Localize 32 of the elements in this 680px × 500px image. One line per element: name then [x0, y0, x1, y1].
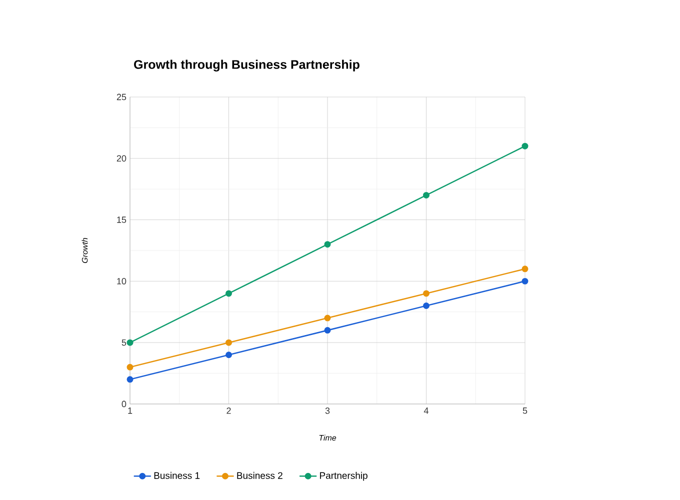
y-tick-label: 5 [122, 339, 126, 346]
point [126, 339, 134, 346]
x-tick-label: 5 [522, 408, 528, 414]
x-tick-label: 1 [128, 408, 132, 414]
legend-label: Business 2 [237, 472, 282, 479]
x-tick-label: 2 [226, 408, 231, 414]
point [423, 290, 430, 297]
point [226, 339, 232, 346]
point [324, 314, 331, 322]
point [126, 376, 134, 383]
point [226, 290, 232, 297]
point [522, 266, 528, 272]
x-axis-title: Time [319, 434, 336, 441]
point [423, 302, 430, 309]
y-tick-label: 15 [117, 216, 126, 223]
legend-label: Partnership [320, 472, 368, 481]
point [522, 278, 528, 284]
x-tick-label: 4 [424, 408, 428, 414]
point [423, 192, 430, 198]
y-tick-label: 0 [122, 400, 126, 408]
point [522, 142, 528, 150]
y-axis-title: Growth [82, 238, 88, 263]
x-tick-label: 3 [325, 408, 330, 414]
point [324, 241, 331, 248]
point [324, 327, 331, 334]
y-tick-label: 20 [116, 155, 126, 162]
point [126, 364, 134, 370]
y-tick-label: 25 [116, 94, 126, 100]
point [226, 352, 232, 358]
chart-title: Growth through Business Partnership [134, 60, 360, 72]
y-tick-label: 10 [117, 278, 126, 284]
legend-label: Business 1 [154, 472, 200, 479]
